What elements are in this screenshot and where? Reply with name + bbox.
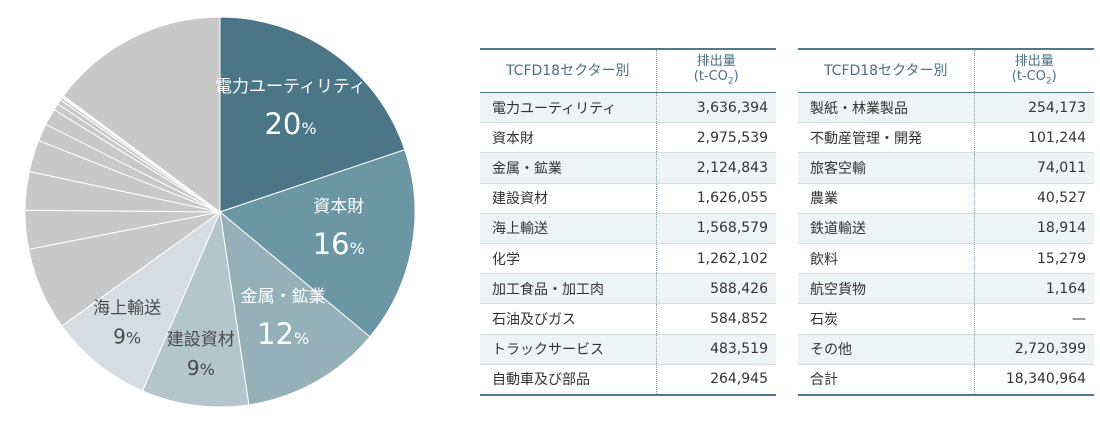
row-sector-name: 農業 (798, 183, 974, 214)
row-emissions-value: 3,636,394 (655, 92, 776, 124)
row-emissions-value: 2,124,843 (655, 152, 776, 184)
pie-slice-label: 資本財 (313, 197, 364, 217)
row-sector-name: 旅客空輸 (798, 152, 974, 184)
row-emissions-value: — (973, 303, 1094, 335)
pie-slice-percent: 9% (113, 325, 141, 349)
table-row: 化学 1,262,102 (480, 243, 776, 275)
row-emissions-value: 483,519 (655, 334, 776, 365)
header-emissions-label: 排出量 (1014, 54, 1054, 70)
pie-slice-percent: 9% (187, 356, 215, 380)
table-row: 農業 40,527 (798, 183, 1094, 214)
row-emissions-value: 2,975,539 (655, 122, 776, 154)
row-emissions-value: 40,527 (973, 183, 1094, 214)
row-sector-name: その他 (798, 334, 974, 365)
emissions-table-right: TCFD18セクター別 排出量 (t-CO2) 製紙・林業製品 254,173 不動… (798, 48, 1094, 396)
pie-slice-label: 金属・鉱業 (241, 287, 326, 307)
pie-slice (218, 149, 416, 338)
header-sector: TCFD18セクター別 (798, 48, 974, 93)
table-row: 鉄道輸送 18,914 (798, 213, 1094, 244)
table-row: 石炭 — (798, 303, 1094, 335)
row-sector-name: 金属・鉱業 (480, 152, 656, 184)
table-row: 飲料 15,279 (798, 243, 1094, 275)
header-emissions: 排出量 (t-CO2) (655, 48, 776, 93)
pie-slice (61, 210, 222, 392)
row-sector-name: 合計 (798, 364, 974, 396)
emissions-table-left: TCFD18セクター別 排出量 (t-CO2) 電力ユーティリティ 3,636,3… (480, 48, 776, 396)
header-emissions-unit: (t-CO2) (693, 69, 739, 87)
row-emissions-value: 18,914 (973, 213, 1094, 244)
pie-slice-percent: 16% (313, 227, 365, 261)
row-emissions-value: 74,011 (973, 152, 1094, 184)
pie-slice (141, 210, 250, 408)
pie-slice (62, 16, 221, 213)
pie-slice-percent: 12% (257, 317, 309, 351)
table-row: 建設資材 1,626,055 (480, 183, 776, 214)
table-row: 資本財 2,975,539 (480, 122, 776, 154)
table-row: 旅客空輸 74,011 (798, 152, 1094, 184)
header-emissions: 排出量 (t-CO2) (973, 48, 1094, 93)
row-sector-name: 航空貨物 (798, 273, 974, 305)
row-sector-name: 飲料 (798, 243, 974, 275)
sector-emissions-pie-chart: 電力ユーティリティ 20% 資本財 16% 金属・鉱業 12% 建設資材 9% 海上輸送 9% (24, 16, 416, 408)
row-emissions-value: 1,626,055 (655, 183, 776, 214)
table-row: 自動車及び部品 264,945 (480, 364, 776, 396)
table-row: 電力ユーティリティ 3,636,394 (480, 92, 776, 124)
row-emissions-value: 1,568,579 (655, 213, 776, 244)
pie-slice-label: 海上輸送 (93, 299, 161, 319)
header-emissions-label: 排出量 (696, 54, 736, 70)
row-sector-name: 電力ユーティリティ (480, 92, 656, 124)
table-header-row: TCFD18セクター別 排出量 (t-CO2) (798, 48, 1094, 93)
row-sector-name: 海上輸送 (480, 213, 656, 244)
pie-slice-label: 電力ユーティリティ (215, 77, 366, 97)
table-row: トラックサービス 483,519 (480, 334, 776, 365)
row-sector-name: 石油及びガス (480, 303, 656, 335)
row-emissions-value: 1,164 (973, 273, 1094, 305)
row-sector-name: 製紙・林業製品 (798, 92, 974, 124)
row-emissions-value: 1,262,102 (655, 243, 776, 275)
row-emissions-value: 264,945 (655, 364, 776, 396)
table-row: 航空貨物 1,164 (798, 273, 1094, 305)
row-sector-name: 不動産管理・開発 (798, 122, 974, 154)
header-emissions-unit: (t-CO2) (1011, 69, 1057, 87)
pie-slice-label: 建設資材 (167, 330, 235, 350)
row-sector-name: 化学 (480, 243, 656, 275)
row-emissions-value: 584,852 (655, 303, 776, 335)
row-sector-name: 自動車及び部品 (480, 364, 656, 396)
row-emissions-value: 18,340,964 (973, 364, 1094, 396)
table-row: 合計 18,340,964 (798, 364, 1094, 396)
row-emissions-value: 254,173 (973, 92, 1094, 124)
table-row: その他 2,720,399 (798, 334, 1094, 365)
row-sector-name: 石炭 (798, 303, 974, 335)
table-row: 加工食品・加工肉 588,426 (480, 273, 776, 305)
table-row: 金属・鉱業 2,124,843 (480, 152, 776, 184)
row-sector-name: トラックサービス (480, 334, 656, 365)
table-row: 不動産管理・開発 101,244 (798, 122, 1094, 154)
pie-slice (219, 210, 371, 406)
row-emissions-value: 15,279 (973, 243, 1094, 275)
table-row: 製紙・林業製品 254,173 (798, 92, 1094, 124)
row-sector-name: 鉄道輸送 (798, 213, 974, 244)
table-header-row: TCFD18セクター別 排出量 (t-CO2) (480, 48, 776, 93)
row-sector-name: 建設資材 (480, 183, 656, 214)
table-row: 海上輸送 1,568,579 (480, 213, 776, 244)
row-sector-name: 資本財 (480, 122, 656, 154)
row-emissions-value: 2,720,399 (973, 334, 1094, 365)
row-emissions-value: 101,244 (973, 122, 1094, 154)
pie-slice (219, 16, 406, 213)
row-sector-name: 加工食品・加工肉 (480, 273, 656, 305)
table-row: 石油及びガス 584,852 (480, 303, 776, 335)
header-sector: TCFD18セクター別 (480, 48, 656, 93)
row-emissions-value: 588,426 (655, 273, 776, 305)
pie-slice-percent: 20% (264, 107, 316, 141)
